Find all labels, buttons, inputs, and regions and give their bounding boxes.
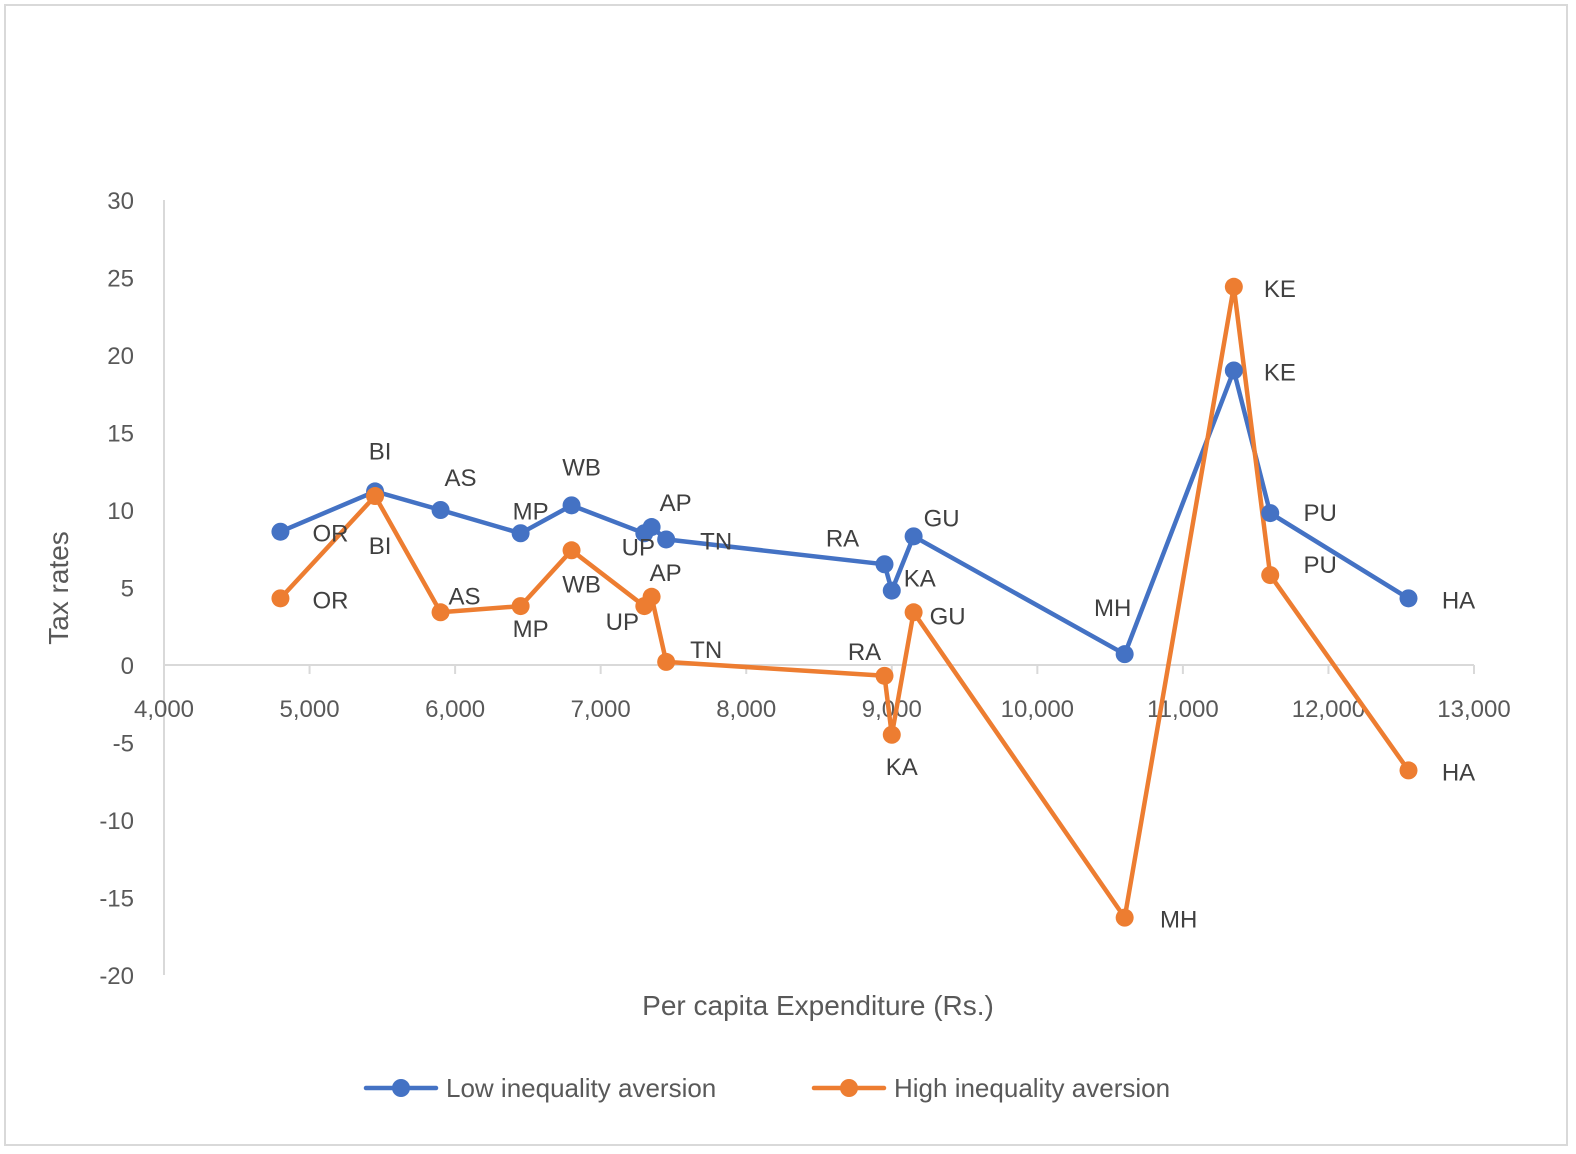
data-point-ke[interactable] (1224, 361, 1243, 380)
data-point-mh[interactable] (1115, 645, 1134, 664)
point-label-ka: KA (904, 566, 936, 593)
data-point-ap[interactable] (642, 587, 661, 606)
point-label-as: AS (445, 465, 477, 492)
point-label-bi: BI (369, 533, 392, 560)
data-point-ha[interactable] (1399, 761, 1418, 780)
legend-item-low[interactable]: Low inequality aversion (363, 1073, 716, 1103)
data-point-ke[interactable] (1224, 277, 1243, 296)
point-label-ke: KE (1264, 360, 1296, 387)
point-label-mp: MP (513, 616, 549, 643)
y-tick-label: 20 (107, 343, 134, 370)
point-label-ha: HA (1442, 587, 1475, 614)
data-point-mh[interactable] (1115, 908, 1134, 927)
point-label-ap: AP (660, 490, 692, 517)
x-tick-label: 8,000 (716, 696, 776, 723)
point-label-tn: TN (690, 637, 722, 664)
data-point-as[interactable] (431, 501, 450, 519)
x-axis-title: Per capita Expenditure (Rs.) (642, 990, 994, 1021)
point-label-tn: TN (700, 528, 732, 555)
point-label-or: OR (312, 521, 348, 548)
y-tick-label: -5 (113, 731, 134, 758)
data-point-wb[interactable] (562, 541, 581, 560)
point-label-up: UP (622, 534, 655, 561)
y-tick-label: 5 (121, 576, 134, 603)
y-tick-label: 25 (107, 266, 134, 293)
data-point-ra[interactable] (875, 555, 894, 574)
data-point-ra[interactable] (875, 666, 894, 685)
x-tick-label: 12,000 (1292, 696, 1365, 723)
legend-label-high: High inequality aversion (894, 1073, 1170, 1103)
y-axis-ticks: 30 25 20 15 10 5 0 -5 -10 -15 -20 (99, 188, 134, 990)
point-label-gu: GU (924, 505, 960, 532)
point-label-ke: KE (1264, 276, 1296, 303)
legend-item-high[interactable]: High inequality aversion (811, 1073, 1170, 1103)
y-tick-label: -10 (99, 808, 134, 835)
y-tick-label: 0 (121, 653, 134, 680)
point-label-ap: AP (650, 560, 682, 587)
point-label-ra: RA (848, 639, 881, 666)
data-point-tn[interactable] (657, 530, 676, 549)
point-label-bi: BI (369, 438, 392, 465)
legend-marker-high (840, 1079, 858, 1097)
x-tick-label: 13,000 (1437, 696, 1510, 723)
data-point-mp[interactable] (511, 524, 530, 543)
x-tick-label: 5,000 (280, 696, 340, 723)
legend-label-low: Low inequality aversion (446, 1073, 716, 1103)
data-point-pu[interactable] (1261, 566, 1280, 585)
point-label-pu: PU (1304, 552, 1337, 579)
point-label-wb: WB (562, 571, 601, 598)
point-label-up: UP (606, 609, 639, 636)
x-tick-label: 6,000 (425, 696, 485, 723)
point-label-mp: MP (513, 498, 549, 525)
data-point-wb[interactable] (562, 496, 581, 515)
data-point-ka[interactable] (882, 581, 901, 600)
data-point-mp[interactable] (511, 597, 530, 616)
chart-frame (4, 4, 1568, 1146)
data-point-ap[interactable] (642, 518, 661, 537)
x-tick-label: 7,000 (571, 696, 631, 723)
data-point-as[interactable] (431, 603, 450, 622)
point-label-gu: GU (930, 603, 966, 630)
data-point-ha[interactable] (1399, 589, 1418, 608)
data-point-tn[interactable] (657, 652, 676, 671)
data-point-gu[interactable] (904, 603, 923, 622)
y-tick-label: -15 (99, 886, 134, 913)
data-point-or[interactable] (271, 589, 290, 608)
x-tick-label: 4,000 (134, 696, 194, 723)
point-label-or: OR (312, 587, 348, 614)
data-point-pu[interactable] (1261, 504, 1280, 523)
series-markers (271, 277, 1418, 927)
legend-marker-low (392, 1079, 410, 1097)
x-axis-ticks: 4,000 5,000 6,000 7,000 8,000 9,000 10,000 11,0… (134, 665, 1511, 723)
axes (163, 200, 1474, 975)
point-label-mh: MH (1094, 595, 1131, 622)
y-axis-title: Tax rates (43, 531, 74, 645)
point-label-ha: HA (1442, 759, 1475, 786)
point-label-as: AS (449, 583, 481, 610)
point-label-pu: PU (1304, 500, 1337, 527)
data-point-ka[interactable] (882, 725, 901, 744)
y-tick-label: 15 (107, 421, 134, 448)
y-tick-label: 30 (107, 188, 134, 215)
data-point-gu[interactable] (904, 527, 923, 546)
point-label-ka: KA (886, 754, 918, 781)
point-label-wb: WB (562, 454, 601, 481)
data-point-or[interactable] (271, 522, 290, 541)
data-point-bi[interactable] (366, 487, 385, 506)
point-label-mh: MH (1160, 907, 1197, 934)
y-tick-label: 10 (107, 498, 134, 525)
legend: Low inequality aversion High inequality … (363, 1073, 1170, 1103)
point-label-ra: RA (826, 525, 859, 552)
x-tick-label: 10,000 (1001, 696, 1074, 723)
y-tick-label: -20 (99, 963, 134, 990)
